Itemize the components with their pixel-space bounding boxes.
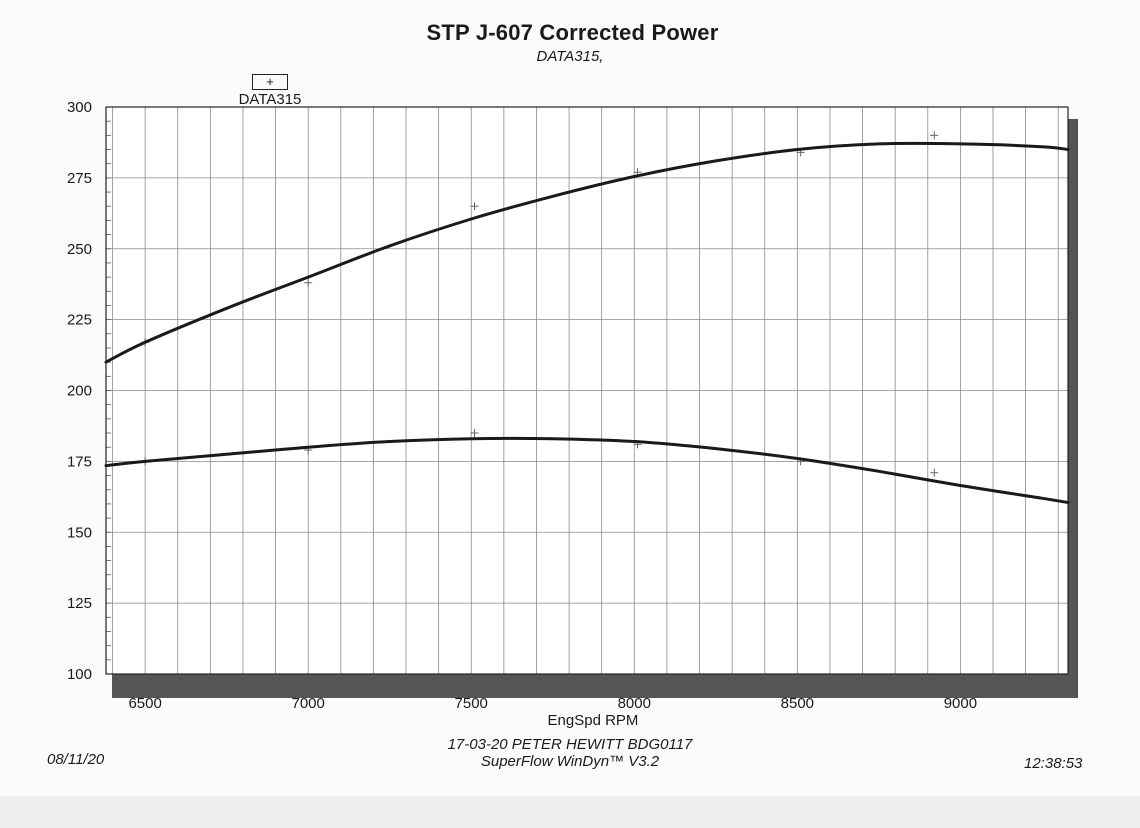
legend-marker-plus-icon: + — [252, 74, 288, 90]
y-tick-label: 250 — [67, 241, 92, 258]
footer-date: 08/11/20 — [47, 751, 105, 768]
x-tick-label: 8000 — [618, 695, 651, 712]
data-point-marker — [470, 429, 479, 438]
data-point-marker — [470, 202, 479, 211]
x-tick-label: 7500 — [455, 695, 488, 712]
data-point-marker — [304, 278, 313, 287]
footer-time: 12:38:53 — [1024, 755, 1083, 772]
y-tick-label: 100 — [67, 666, 92, 683]
x-tick-label: 7000 — [291, 695, 324, 712]
x-tick-label: 8500 — [781, 695, 814, 712]
chart-title: STP J-607 Corrected Power — [426, 20, 719, 45]
legend: + DATA315 — [230, 74, 310, 108]
chart-subtitle: DATA315, — [536, 48, 604, 65]
y-tick-label: 150 — [67, 524, 92, 541]
data-point-marker — [930, 131, 939, 140]
y-tick-label: 200 — [67, 383, 92, 400]
x-axis-ticks: 6500 7000 7500 8000 8500 9000 — [128, 695, 977, 712]
x-axis-title: EngSpd RPM — [548, 712, 639, 729]
series-line-2 — [104, 436, 1070, 504]
data-point-marker — [930, 468, 939, 477]
legend-label: DATA315 — [238, 91, 302, 108]
series-lines — [104, 141, 1070, 504]
y-tick-label: 275 — [67, 170, 92, 187]
y-tick-label: 225 — [67, 312, 92, 329]
x-tick-label: 9000 — [944, 695, 977, 712]
plot-frame — [105, 106, 1069, 675]
series-line-1 — [104, 141, 1070, 364]
y-axis-ticks: 100 125 150 175 200 225 250 275 300 — [67, 99, 92, 683]
scanner-bed-edge — [0, 796, 1140, 828]
footer-software: SuperFlow WinDyn™ V3.2 — [480, 753, 660, 770]
footer-run-info: 17-03-20 PETER HEWITT BDG0117 — [447, 736, 693, 753]
y-tick-label: 125 — [67, 595, 92, 612]
y-tick-label: 175 — [67, 453, 92, 470]
grid — [106, 106, 1068, 675]
plot-border — [105, 106, 1069, 675]
y-tick-label: 300 — [67, 99, 92, 116]
x-tick-label: 6500 — [128, 695, 161, 712]
power-chart: 100 125 150 175 200 225 250 275 300 6500 7000 7500… — [67, 99, 1078, 729]
